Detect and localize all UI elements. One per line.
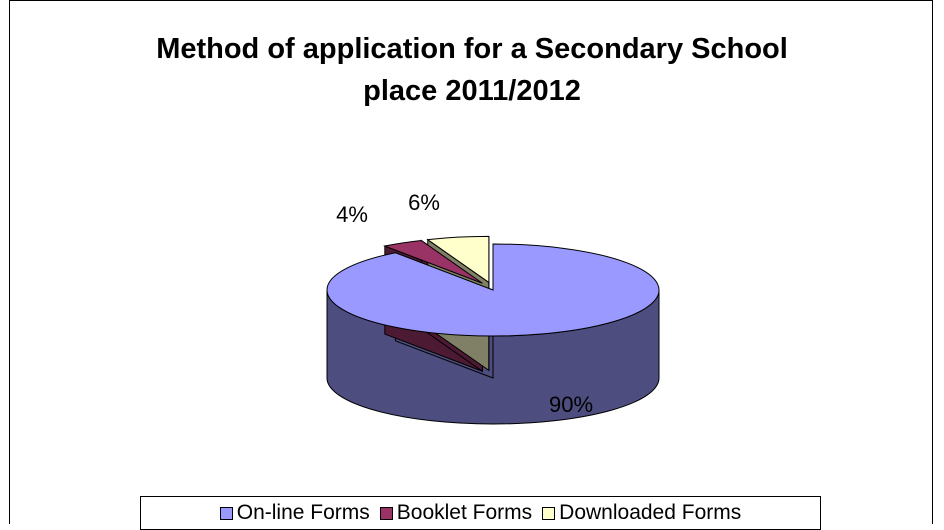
legend-swatch-downloaded [542,506,556,520]
legend-item-downloaded: Downloaded Forms [542,501,741,525]
legend-item-booklet: Booklet Forms [379,501,533,525]
pie-slice-downloaded-forms [426,235,490,284]
pie-slice-on-line-forms [326,243,660,337]
legend-label-downloaded: Downloaded Forms [559,501,742,524]
chart-frame [9,0,933,524]
legend-swatch-booklet [379,506,393,520]
legend-label-booklet: Booklet Forms [396,501,533,524]
data-label-booklet-forms: 4% [336,202,368,227]
legend-label-online: On-line Forms [236,501,370,524]
data-label-on-line-forms: 90% [549,392,593,417]
data-label-downloaded-forms: 6% [408,190,440,215]
legend-swatch-online [219,506,233,520]
chart-legend: On-line Forms Booklet Forms Downloaded F… [140,496,821,530]
chart-title-line-2: place 2011/2012 [363,75,581,107]
pie-slice-booklet-forms [383,239,483,284]
legend-item-online: On-line Forms [219,501,370,525]
chart-title-line-1: Method of application for a Secondary Sc… [156,33,788,65]
